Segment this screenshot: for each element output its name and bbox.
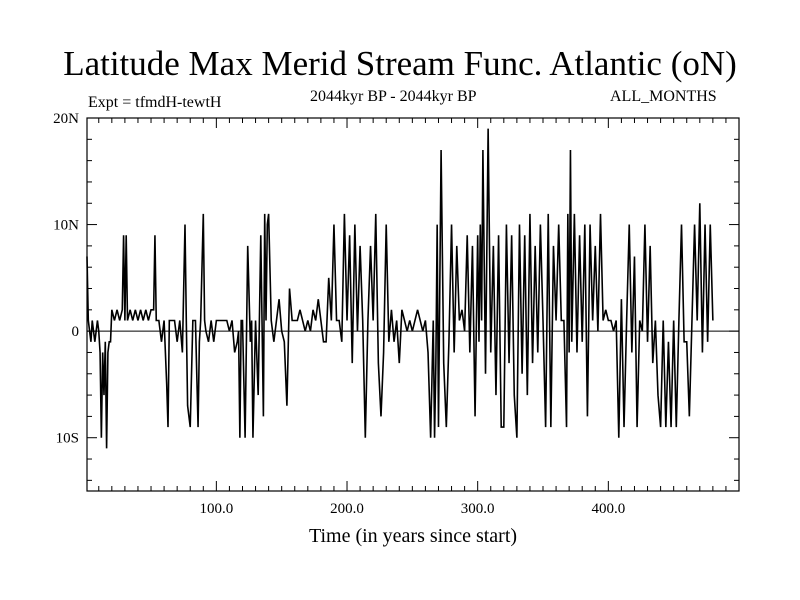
y-axis-ticks: 20N 10N 0 10S	[53, 111, 739, 481]
experiment-label: Expt = tfmdH-tewtH	[88, 94, 222, 111]
x-axis-label: Time (in years since start)	[309, 525, 517, 547]
y-tick-label: 10S	[56, 431, 79, 447]
plot-frame	[86, 117, 740, 492]
x-tick-label: 300.0	[461, 501, 495, 517]
y-tick-label: 0	[72, 324, 80, 340]
y-tick-label: 10N	[53, 218, 79, 234]
y-tick-label: 20N	[53, 111, 79, 127]
months-label: ALL_MONTHS	[610, 88, 717, 105]
x-tick-label: 100.0	[199, 501, 233, 517]
plot-frame-layer	[86, 117, 740, 492]
x-tick-label: 200.0	[330, 501, 364, 517]
x-tick-label: 400.0	[591, 501, 625, 517]
chart-title: Latitude Max Merid Stream Func. Atlantic…	[63, 44, 737, 83]
series-line	[86, 128, 714, 449]
series-layer	[86, 128, 714, 449]
period-subtitle: 2044kyr BP - 2044kyr BP	[310, 88, 477, 105]
x-axis-ticks: 100.0 200.0 300.0 400.0	[98, 118, 727, 517]
